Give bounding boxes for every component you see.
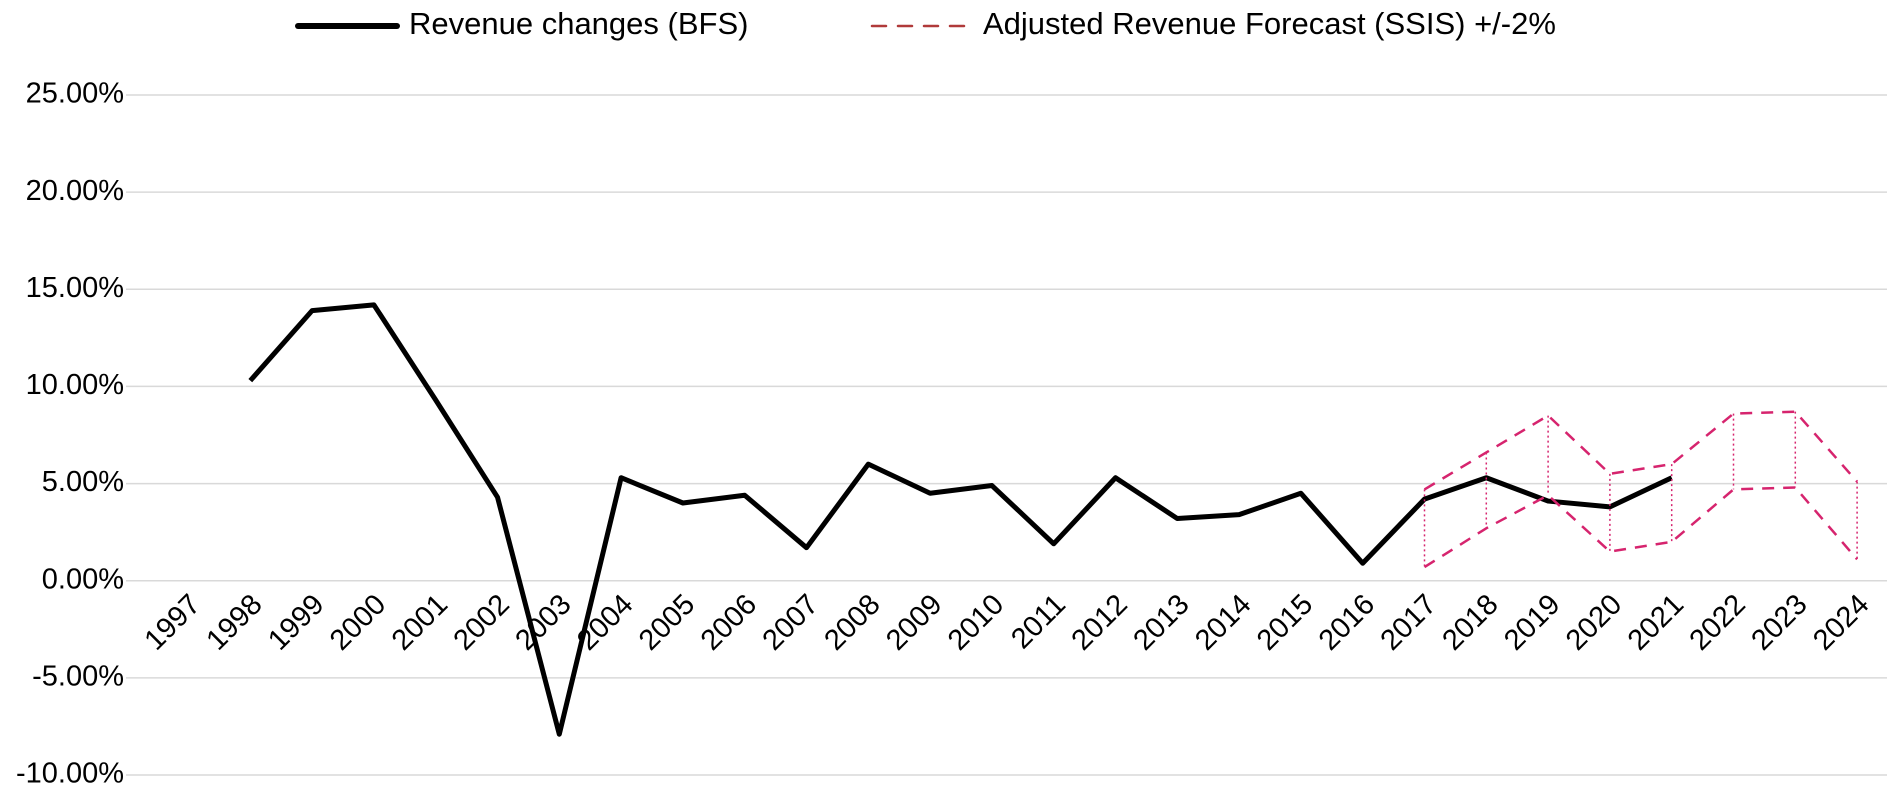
x-tick-label: 2022 [1684,588,1752,656]
x-tick-label: 2021 [1622,588,1690,656]
x-tick-label: 2009 [880,588,948,656]
series-line [1423,486,1859,569]
x-tick-label: 2010 [942,588,1010,656]
x-tick-label: 1997 [139,588,207,656]
x-tick-label: 2000 [324,588,392,656]
x-tick-label: 2002 [448,588,516,656]
x-tick-label: 1998 [200,588,268,656]
x-tick-label: 2023 [1745,588,1813,656]
x-tick-label: 2019 [1498,588,1566,656]
series-line [1423,410,1859,491]
series-line [248,302,1673,737]
x-tick-label: 2007 [757,588,825,656]
x-tick-label: 2012 [1066,588,1134,656]
legend-label: Adjusted Revenue Forecast (SSIS) +/-2% [983,6,1556,41]
x-tick-label: 2024 [1807,588,1875,656]
y-tick-label: 25.00% [26,78,124,110]
x-tick-label: 2011 [1005,588,1072,655]
x-tick-label: 2014 [1189,588,1257,656]
y-tick-label: 20.00% [26,175,124,207]
y-tick-label: -5.00% [32,661,124,693]
x-tick-label: 2005 [633,588,701,656]
y-tick-label: -10.00% [16,758,124,789]
y-tick-label: 0.00% [42,563,124,595]
y-tick-label: 10.00% [26,369,124,401]
x-tick-label: 2001 [386,588,454,656]
x-tick-label: 2015 [1251,588,1319,656]
y-tick-label: 5.00% [42,466,124,498]
x-tick-label: 2013 [1127,588,1195,656]
y-tick-label: 15.00% [26,272,124,304]
x-tick-label: 2018 [1436,588,1504,656]
x-tick-label: 2006 [695,588,763,656]
x-tick-label: 2017 [1375,588,1443,656]
x-tick-label: 1999 [262,588,330,656]
x-tick-label: 2016 [1313,588,1381,656]
x-tick-label: 2020 [1560,588,1628,656]
x-tick-label: 2003 [509,588,577,656]
legend: Revenue changes (BFS) Adjusted Revenue Fo… [295,6,1556,41]
legend-label: Revenue changes (BFS) [409,6,748,41]
x-tick-label: 2008 [818,588,886,656]
